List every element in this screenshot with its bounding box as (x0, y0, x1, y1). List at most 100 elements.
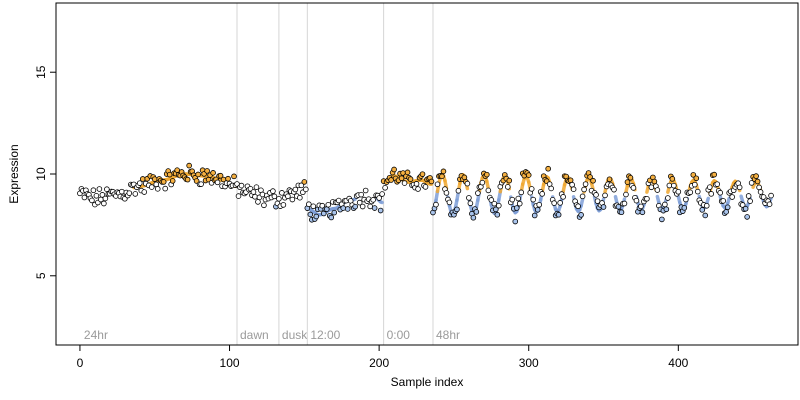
data-point (255, 199, 261, 205)
data-point (551, 200, 557, 206)
data-point (428, 178, 435, 185)
period-label-dawn: dawn (240, 328, 269, 342)
data-point (606, 176, 613, 183)
data-point (388, 177, 394, 183)
data-point (669, 176, 676, 182)
data-point (663, 206, 670, 213)
data-point (440, 168, 447, 175)
data-point (694, 188, 701, 195)
trend-band-segment (579, 197, 585, 208)
data-point (198, 181, 204, 187)
data-point (162, 185, 169, 192)
data-point (298, 182, 305, 189)
data-point (377, 207, 384, 214)
data-point (270, 188, 276, 194)
data-point (231, 173, 237, 180)
data-point (132, 191, 139, 197)
data-point (413, 181, 420, 187)
period-label-dusk: dusk (282, 328, 308, 342)
data-point (310, 203, 317, 210)
data-point (119, 188, 125, 195)
x-tick-label: 100 (220, 356, 240, 370)
data-point (509, 196, 516, 203)
data-point (623, 191, 629, 198)
data-point (96, 186, 103, 192)
data-point (579, 193, 586, 200)
data-point (166, 171, 173, 178)
data-point (473, 209, 480, 215)
x-tick-label: 300 (519, 356, 539, 370)
data-point (665, 195, 671, 201)
data-point (419, 171, 426, 177)
y-tick-label: 15 (34, 65, 48, 79)
data-point (557, 200, 563, 206)
data-point (307, 211, 314, 218)
data-point (659, 216, 665, 223)
data-point (340, 205, 347, 211)
trend-band-segment (725, 196, 731, 206)
data-point (633, 197, 640, 204)
data-point (214, 179, 221, 186)
data-point (359, 203, 366, 210)
data-point (627, 174, 634, 181)
data-point (699, 207, 706, 213)
data-point (729, 194, 735, 200)
data-point (467, 200, 474, 207)
data-point (371, 205, 378, 211)
data-point (475, 190, 481, 196)
data-point (289, 196, 296, 203)
data-point (708, 191, 715, 197)
data-point (362, 187, 369, 194)
data-point (630, 185, 637, 191)
data-point (303, 186, 309, 193)
data-point (491, 200, 498, 207)
data-point (690, 172, 697, 178)
data-point (578, 212, 584, 218)
data-point (210, 170, 216, 176)
data-point (195, 171, 201, 178)
data-point (757, 189, 764, 195)
data-point (153, 181, 160, 188)
data-point (335, 197, 342, 204)
data-point (434, 181, 441, 188)
data-point (325, 201, 332, 208)
data-point (174, 167, 180, 173)
data-point (101, 200, 107, 207)
data-point (504, 184, 511, 190)
data-point (666, 182, 673, 189)
data-point (736, 184, 743, 191)
data-point (446, 199, 453, 206)
data-point (488, 197, 495, 203)
data-point (280, 202, 287, 208)
data-point (455, 187, 462, 194)
data-point (331, 209, 338, 216)
data-point (560, 194, 566, 200)
data-point (344, 206, 351, 212)
period-label-48hr: 48hr (436, 328, 460, 342)
data-point (238, 182, 245, 189)
x-tick-label: 200 (369, 356, 389, 370)
data-point (313, 213, 320, 220)
data-point (545, 165, 551, 172)
data-point (279, 190, 285, 196)
data-point (485, 187, 492, 194)
data-point (639, 209, 646, 216)
data-point (590, 177, 596, 184)
data-point (518, 189, 525, 196)
data-point (513, 205, 520, 211)
data-point (81, 194, 88, 201)
data-point (753, 173, 759, 179)
data-point (742, 205, 749, 212)
data-point (587, 174, 593, 180)
axes: 0 100 200 300 400 5 10 15 (34, 2, 799, 370)
data-point (756, 184, 762, 191)
data-point (139, 176, 146, 182)
data-point (391, 166, 397, 173)
data-point (748, 180, 755, 186)
data-point (720, 198, 727, 204)
data-point (644, 195, 650, 202)
data-point (422, 184, 429, 190)
data-point (570, 186, 577, 193)
data-point (401, 180, 408, 186)
data-point (536, 201, 542, 208)
